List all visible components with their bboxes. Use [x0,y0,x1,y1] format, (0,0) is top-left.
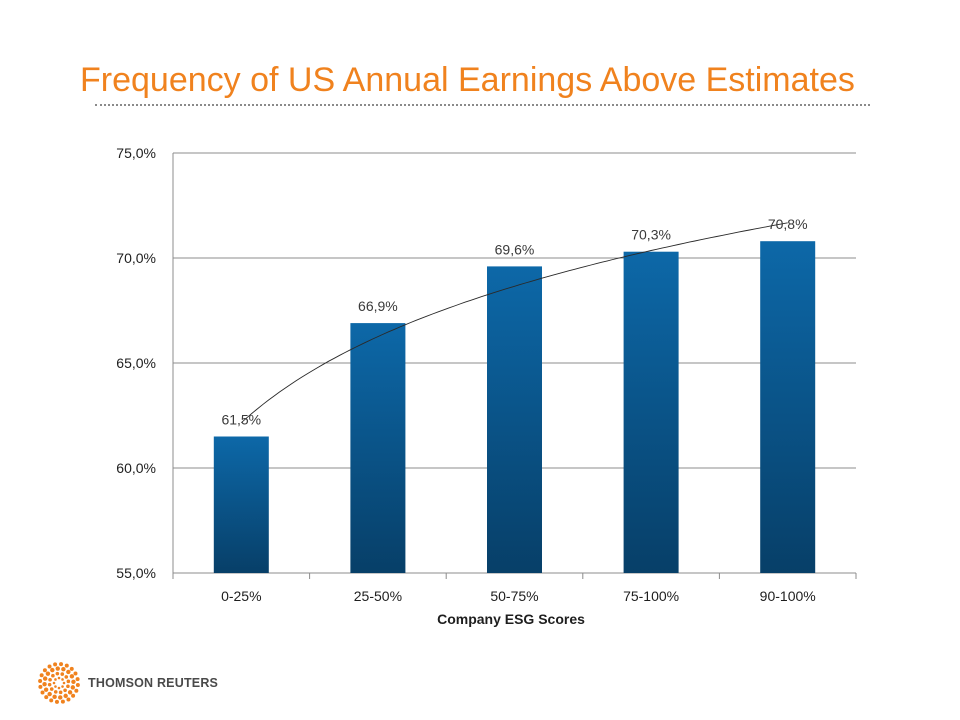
logo-dot [70,685,76,690]
logo-dot [42,668,47,673]
thomson-reuters-logo: THOMSON REUTERS [38,662,218,704]
data-labels: 61,5% 66,9% 69,6% 70,3% 70,8% [221,216,807,427]
x-tick-label: 0-25% [221,588,261,604]
logo-dot [39,673,44,678]
logo-dot [61,685,64,688]
y-tick-label: 65,0% [116,355,156,371]
logo-dot [42,682,47,687]
logo-dot [47,664,52,669]
logo-dot [74,688,79,693]
logo-dot [61,678,64,681]
logo-dot [66,684,70,689]
chart-title: Frequency of US Annual Earnings Above Es… [80,61,855,99]
logo-dot [69,674,75,679]
logo-dot [53,662,58,667]
logo-dot [63,688,67,693]
data-label: 70,3% [631,227,671,243]
logo-dot [51,673,55,678]
logo-dot [48,677,52,682]
logo-dot [54,685,57,688]
logo-dot [40,690,45,695]
logo-dot [66,679,71,684]
bar [623,251,679,573]
logo-dot [58,695,63,700]
logo-dot [62,681,66,685]
logo-dot [53,690,58,694]
bar [213,436,269,573]
bar [350,323,406,573]
logo-dot [73,671,78,676]
logo-dot [38,684,43,689]
logo-dot [47,691,52,697]
data-label: 61,5% [221,412,261,428]
title-divider [95,104,870,106]
x-tick-label: 25-50% [354,588,402,604]
data-label: 66,9% [358,298,398,314]
logo-dot [49,687,54,691]
logo-dot [61,666,66,672]
logo-dot [50,667,55,673]
starburst-logo-icon [38,662,80,704]
logo-dot [64,663,69,668]
trendline-curve [241,222,788,424]
logo-dot [63,693,68,699]
logo-dot [59,662,64,667]
x-axis-title: Company ESG Scores [437,611,585,627]
logo-dot [66,697,71,702]
logo-dot [43,687,49,692]
bar [487,266,542,573]
logo-dot [71,693,76,698]
logo-dot [55,666,60,671]
logo-dot [60,699,65,704]
y-tick-label: 70,0% [116,250,156,266]
x-tick-label: 75-100% [623,588,679,604]
trendline [241,222,788,424]
bars [213,241,816,573]
logo-dot [58,690,63,695]
tick-labels: 55,0% 60,0% 65,0% 70,0% 75,0% 0-25% 25-50% 50-7… [116,145,815,604]
data-label: 70,8% [768,216,808,232]
bar [760,241,816,573]
x-tick-label: 90-100% [760,588,816,604]
logo-dot [75,677,80,682]
logo-dot [45,671,51,676]
logo-dot [71,679,76,684]
logo-dot [54,699,59,704]
logo-dot [60,672,65,676]
logo-dot [38,678,43,683]
logo-dot [57,676,61,680]
logo-dot [67,690,73,695]
logo-dot [55,671,60,676]
logo-dot [52,681,56,685]
logo-dot [69,666,74,671]
logo-dot [42,676,48,681]
y-tick-label: 75,0% [116,145,156,161]
logo-dot [52,694,57,700]
logo-text: THOMSON REUTERS [88,676,219,690]
y-tick-label: 55,0% [116,565,156,581]
logo-dot [49,698,54,703]
logo-dot [47,682,52,687]
logo-dot [44,695,49,700]
x-tick-label: 50-75% [490,588,538,604]
data-label: 69,6% [495,241,535,257]
logo-dot [57,686,61,690]
y-tick-label: 60,0% [116,460,156,476]
logo-dot [64,675,69,679]
logo-dot [54,678,57,681]
logo-dot [75,683,80,688]
logo-dot [66,669,71,675]
